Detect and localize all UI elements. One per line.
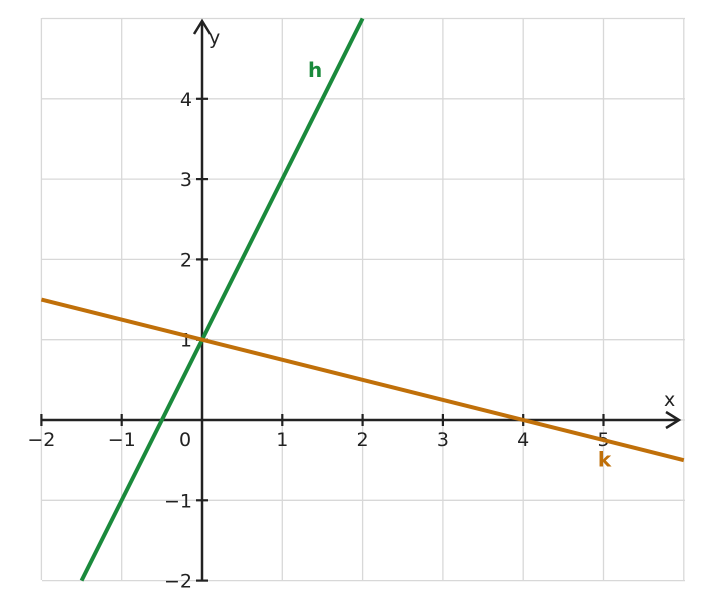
series-line-k [40,297,685,463]
x-axis-arrow [665,410,682,430]
y-tick-label: −2 [164,571,192,593]
y-tick-label: 2 [180,249,192,271]
series-label-k: k [598,448,612,472]
y-axis-label: y [209,27,220,49]
series-line-h [79,17,365,582]
x-tick-label: 1 [276,429,288,451]
y-tick-label: 4 [180,89,192,111]
x-tick-label: −2 [27,429,55,451]
grid [40,17,685,582]
series: hk [40,17,685,582]
x-tick-label: 0 [179,429,191,451]
x-tick-label: 4 [517,429,529,451]
axes [42,18,682,580]
y-axis-arrow [192,18,212,35]
series-label-h: h [308,58,322,82]
x-tick-label: 2 [357,429,369,451]
x-axis-label: x [664,389,675,411]
x-tick-label: −1 [108,429,136,451]
y-tick-label: 3 [180,169,192,191]
x-tick-label: 3 [437,429,449,451]
y-tick-label: −1 [164,490,192,512]
